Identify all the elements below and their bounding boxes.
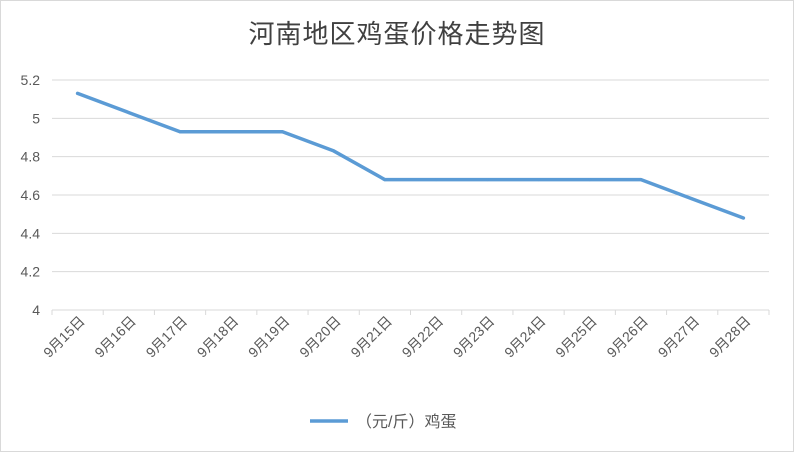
y-tick-label: 4.6 xyxy=(21,187,41,203)
y-tick-label: 4 xyxy=(32,302,40,318)
data-point xyxy=(690,197,694,201)
data-point xyxy=(485,178,489,182)
x-tick-label: 9月27日 xyxy=(655,313,703,361)
data-point xyxy=(588,178,592,182)
x-tick-label: 9月28日 xyxy=(706,313,754,361)
x-tick-label: 9月26日 xyxy=(603,313,651,361)
x-tick-label: 9月20日 xyxy=(296,313,344,361)
x-tick-label: 9月24日 xyxy=(501,313,549,361)
x-tick-label: 9月23日 xyxy=(450,313,498,361)
legend-label: （元/斤）鸡蛋 xyxy=(356,413,456,431)
data-point xyxy=(127,111,131,115)
x-tick-label: 9月17日 xyxy=(143,313,191,361)
y-tick-label: 5.2 xyxy=(21,72,41,88)
x-tick-label: 9月18日 xyxy=(194,313,242,361)
x-tick-label: 9月15日 xyxy=(40,313,88,361)
y-tick-label: 4.2 xyxy=(21,264,41,280)
x-tick-label: 9月21日 xyxy=(347,313,395,361)
data-point xyxy=(537,178,541,182)
x-tick-label: 9月25日 xyxy=(552,313,600,361)
data-point xyxy=(434,178,438,182)
data-point xyxy=(639,178,643,182)
x-tick-label: 9月19日 xyxy=(245,313,293,361)
data-point xyxy=(76,91,80,95)
y-tick-label: 5 xyxy=(32,110,40,126)
y-tick-label: 4.8 xyxy=(21,149,41,165)
x-tick-label: 9月22日 xyxy=(399,313,447,361)
data-point xyxy=(741,216,745,220)
data-point xyxy=(229,130,233,134)
data-point xyxy=(178,130,182,134)
chart-title: 河南地区鸡蛋价格走势图 xyxy=(248,20,546,50)
data-point xyxy=(332,149,336,153)
x-tick-label: 9月16日 xyxy=(91,313,139,361)
data-point xyxy=(280,130,284,134)
y-tick-label: 4.4 xyxy=(21,225,41,241)
data-point xyxy=(383,178,387,182)
series-line xyxy=(75,91,746,220)
